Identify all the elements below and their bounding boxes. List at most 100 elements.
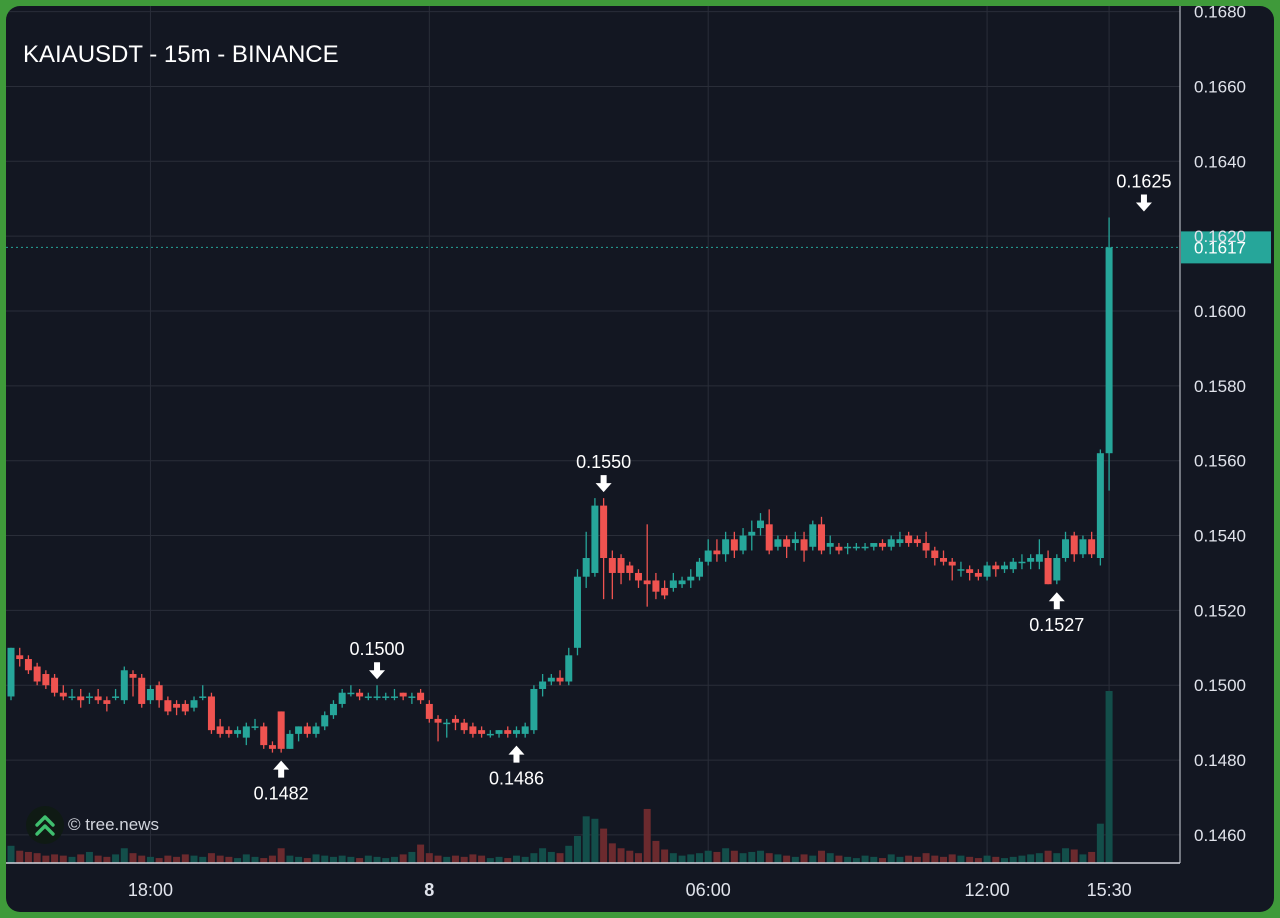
candle[interactable] bbox=[216, 718, 224, 738]
candle[interactable] bbox=[51, 674, 59, 697]
candle[interactable] bbox=[913, 535, 921, 547]
candle[interactable] bbox=[347, 685, 355, 697]
candle[interactable] bbox=[1001, 561, 1009, 573]
candle[interactable] bbox=[669, 572, 677, 592]
candle[interactable] bbox=[600, 498, 608, 600]
candle[interactable] bbox=[486, 730, 494, 738]
candle[interactable] bbox=[68, 688, 76, 701]
candle[interactable] bbox=[155, 681, 163, 708]
candle[interactable] bbox=[643, 524, 651, 607]
candle[interactable] bbox=[626, 561, 634, 581]
candle[interactable] bbox=[329, 700, 337, 719]
candle[interactable] bbox=[417, 688, 425, 704]
candle[interactable] bbox=[94, 688, 102, 704]
candle[interactable] bbox=[190, 696, 198, 712]
candle[interactable] bbox=[85, 692, 93, 704]
candle[interactable] bbox=[539, 674, 547, 697]
candle[interactable] bbox=[896, 531, 904, 547]
candle[interactable] bbox=[983, 561, 991, 581]
candle[interactable] bbox=[146, 685, 154, 704]
price-axis[interactable]: 0.1680 0.1660 0.1640 0.1620 0.1600 0.1580 0.15… bbox=[1179, 6, 1246, 863]
candle[interactable] bbox=[695, 557, 703, 581]
candle[interactable] bbox=[887, 535, 895, 551]
candle[interactable] bbox=[687, 569, 695, 588]
candles[interactable] bbox=[7, 217, 1113, 753]
candle[interactable] bbox=[312, 722, 320, 738]
candle[interactable] bbox=[922, 531, 930, 558]
candle[interactable] bbox=[295, 726, 303, 742]
candle[interactable] bbox=[844, 543, 852, 555]
candle[interactable] bbox=[530, 685, 538, 734]
candle[interactable] bbox=[321, 711, 329, 731]
candle[interactable] bbox=[948, 557, 956, 581]
candle[interactable] bbox=[77, 688, 85, 708]
candle[interactable] bbox=[1088, 531, 1096, 558]
candle[interactable] bbox=[242, 722, 250, 746]
candle[interactable] bbox=[303, 722, 311, 738]
candle[interactable] bbox=[931, 546, 939, 566]
candle[interactable] bbox=[1035, 539, 1043, 570]
candle[interactable] bbox=[1018, 554, 1026, 570]
candle[interactable] bbox=[704, 539, 712, 566]
candle[interactable] bbox=[103, 696, 111, 712]
candle[interactable] bbox=[164, 696, 172, 716]
candle[interactable] bbox=[765, 509, 773, 555]
candle[interactable] bbox=[451, 715, 459, 731]
candle[interactable] bbox=[582, 531, 590, 588]
candle[interactable] bbox=[634, 569, 642, 588]
candle[interactable] bbox=[268, 741, 276, 753]
candle[interactable] bbox=[181, 700, 189, 716]
candle[interactable] bbox=[940, 550, 948, 566]
candle[interactable] bbox=[512, 726, 520, 738]
candle[interactable] bbox=[1027, 554, 1035, 570]
candle[interactable] bbox=[42, 670, 50, 689]
candle[interactable] bbox=[521, 722, 529, 738]
candle[interactable] bbox=[399, 692, 407, 701]
candle[interactable] bbox=[852, 543, 860, 551]
candle[interactable] bbox=[382, 692, 390, 701]
candle[interactable] bbox=[556, 670, 564, 686]
candle[interactable] bbox=[730, 531, 738, 558]
candle[interactable] bbox=[1009, 557, 1017, 573]
candle[interactable] bbox=[826, 535, 834, 555]
candle[interactable] bbox=[652, 572, 660, 600]
candle[interactable] bbox=[547, 674, 555, 686]
candle[interactable] bbox=[608, 550, 616, 600]
candle[interactable] bbox=[800, 531, 808, 562]
candle[interactable] bbox=[251, 718, 259, 731]
candle[interactable] bbox=[373, 685, 381, 701]
candle[interactable] bbox=[870, 543, 878, 551]
candle[interactable] bbox=[791, 531, 799, 551]
candle[interactable] bbox=[1070, 531, 1078, 562]
candle[interactable] bbox=[199, 685, 207, 701]
candle[interactable] bbox=[338, 688, 346, 708]
candle[interactable] bbox=[661, 580, 669, 600]
candle[interactable] bbox=[809, 520, 817, 551]
candle[interactable] bbox=[7, 647, 15, 701]
candle[interactable] bbox=[425, 700, 433, 723]
candle[interactable] bbox=[234, 726, 242, 738]
candle[interactable] bbox=[573, 569, 581, 656]
candle[interactable] bbox=[390, 688, 398, 701]
candle[interactable] bbox=[1044, 550, 1052, 585]
candle[interactable] bbox=[748, 520, 756, 551]
candle[interactable] bbox=[408, 692, 416, 704]
candle[interactable] bbox=[260, 722, 268, 749]
candle[interactable] bbox=[286, 730, 294, 749]
candle[interactable] bbox=[1062, 531, 1070, 562]
candle[interactable] bbox=[434, 715, 442, 742]
candle[interactable] bbox=[905, 531, 913, 547]
candle[interactable] bbox=[495, 730, 503, 738]
candle[interactable] bbox=[783, 535, 791, 558]
candle[interactable] bbox=[16, 647, 24, 667]
candle[interactable] bbox=[835, 543, 843, 555]
time-axis[interactable]: 18:00 8 06:00 12:00 15:30 bbox=[6, 862, 1180, 900]
candle[interactable] bbox=[356, 688, 364, 701]
candle[interactable] bbox=[1105, 217, 1113, 491]
candle[interactable] bbox=[469, 722, 477, 738]
candle[interactable] bbox=[879, 539, 886, 551]
candle[interactable] bbox=[1096, 449, 1104, 566]
candle[interactable] bbox=[591, 498, 599, 577]
candle[interactable] bbox=[277, 711, 285, 753]
candle[interactable] bbox=[225, 726, 233, 738]
